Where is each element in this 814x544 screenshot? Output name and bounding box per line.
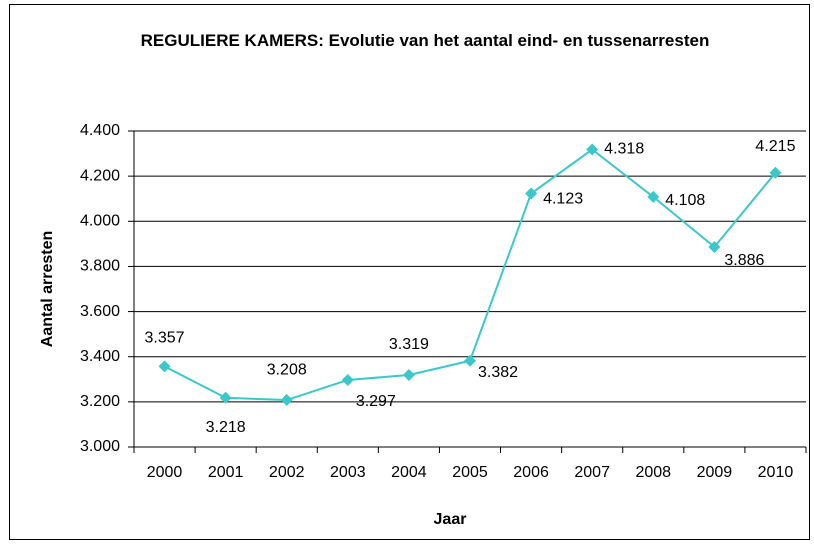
data-point (158, 360, 171, 373)
data-point (586, 143, 599, 156)
x-tick-label: 2000 (147, 464, 183, 481)
y-tick-label: 3.400 (80, 348, 120, 365)
data-point (647, 190, 660, 203)
chart-border (9, 4, 810, 540)
data-point (280, 394, 293, 407)
x-tick-label: 2010 (758, 464, 794, 481)
x-tick-label: 2007 (574, 464, 610, 481)
y-tick-label: 3.000 (80, 438, 120, 455)
y-tick-label: 4.400 (80, 122, 120, 139)
x-axis-label: Jaar (434, 511, 467, 528)
data-label: 3.357 (145, 330, 185, 347)
data-label: 3.382 (478, 364, 518, 381)
y-tick-label: 3.600 (80, 303, 120, 320)
x-tick-label: 2006 (513, 464, 549, 481)
y-tick-label: 3.200 (80, 393, 120, 410)
data-label: 4.123 (543, 191, 583, 208)
data-point (402, 368, 415, 381)
y-axis-label: Aantal arresten (39, 231, 56, 348)
y-tick-label: 3.800 (80, 258, 120, 275)
x-tick-label: 2008 (635, 464, 671, 481)
data-point (769, 166, 782, 179)
x-tick-label: 2009 (697, 464, 733, 481)
x-tick-label: 2003 (330, 464, 366, 481)
data-point (708, 241, 721, 254)
x-tick-label: 2001 (208, 464, 244, 481)
data-point (219, 391, 232, 404)
chart-title: REGULIERE KAMERS: Evolutie van het aanta… (140, 31, 710, 50)
data-label: 3.886 (724, 252, 764, 269)
data-label: 4.215 (755, 138, 795, 155)
x-tick-label: 2005 (452, 464, 488, 481)
y-tick-label: 4.200 (80, 167, 120, 184)
data-label: 3.208 (267, 361, 307, 378)
data-point (525, 187, 538, 200)
data-label: 3.297 (356, 393, 396, 410)
data-label: 3.319 (389, 336, 429, 353)
data-label: 4.318 (604, 141, 644, 158)
data-label: 4.108 (665, 192, 705, 209)
y-tick-label: 4.000 (80, 213, 120, 230)
data-point (464, 354, 476, 367)
x-tick-label: 2002 (269, 464, 305, 481)
x-tick-label: 2004 (391, 464, 427, 481)
data-point (341, 373, 354, 386)
data-label: 3.218 (206, 419, 246, 436)
